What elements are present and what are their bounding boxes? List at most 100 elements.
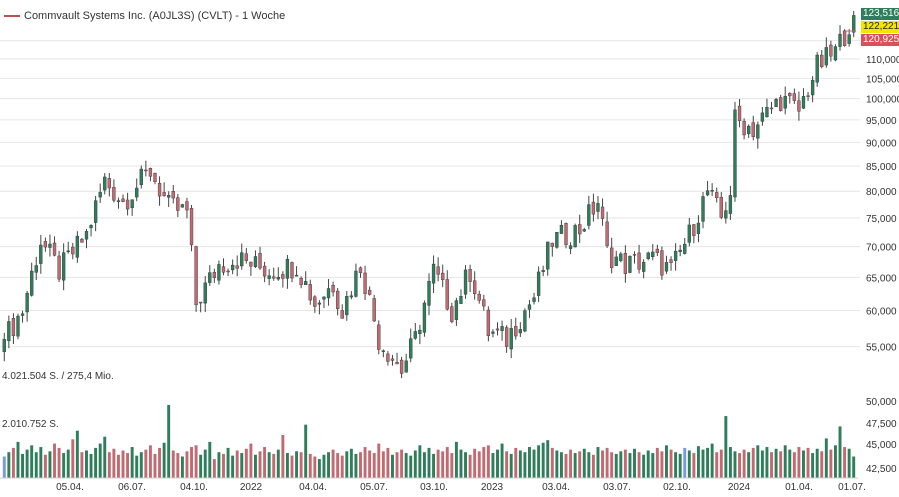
candle bbox=[847, 29, 851, 47]
volume-bar bbox=[573, 453, 577, 478]
candle-body bbox=[121, 198, 125, 203]
volume-bar bbox=[331, 449, 335, 478]
candle-body bbox=[778, 97, 783, 111]
candle bbox=[395, 352, 399, 365]
volume-bar bbox=[349, 448, 353, 478]
candle-body bbox=[518, 329, 522, 334]
candle bbox=[733, 101, 737, 202]
candle-body bbox=[276, 277, 280, 280]
candle bbox=[176, 194, 180, 218]
time-tick-label: 03.10. bbox=[420, 482, 448, 493]
chart-legend[interactable]: Commvault Systems Inc. (A0JL3S) (CVLT) -… bbox=[4, 10, 285, 22]
volume-bar bbox=[194, 445, 198, 478]
candle bbox=[272, 267, 276, 281]
volume-bar bbox=[244, 448, 248, 478]
volume-bar bbox=[468, 454, 472, 478]
candle-body bbox=[600, 206, 605, 219]
candle bbox=[441, 264, 445, 288]
candle bbox=[313, 295, 317, 313]
candle bbox=[463, 265, 468, 299]
candle-body bbox=[847, 34, 851, 44]
price-tick-label: 80,000 bbox=[866, 187, 897, 198]
volume-bar bbox=[30, 445, 34, 478]
candle-body bbox=[148, 167, 153, 177]
volume-bar bbox=[258, 451, 262, 478]
volume-bar bbox=[779, 451, 783, 478]
candle-body bbox=[308, 284, 312, 301]
candle-body bbox=[715, 192, 719, 199]
candle-body bbox=[404, 360, 408, 373]
price-tick-label: 65,000 bbox=[866, 273, 897, 284]
candle-body bbox=[605, 221, 609, 246]
volume-bar bbox=[276, 449, 280, 478]
candle bbox=[258, 246, 262, 270]
volume-bar bbox=[409, 455, 413, 478]
volume-bar bbox=[62, 453, 66, 478]
candle bbox=[386, 351, 390, 366]
candle-body bbox=[34, 265, 38, 273]
volume-bar bbox=[317, 459, 321, 478]
candle bbox=[103, 173, 107, 195]
candle-body bbox=[427, 280, 431, 306]
volume-bar bbox=[683, 447, 687, 478]
candle bbox=[413, 322, 417, 340]
candle-body bbox=[801, 96, 806, 109]
candle bbox=[641, 259, 646, 279]
candle bbox=[180, 203, 185, 208]
candle-body bbox=[358, 267, 363, 273]
candle-body bbox=[194, 246, 198, 306]
candle-body bbox=[189, 208, 194, 246]
candle-body bbox=[107, 178, 111, 189]
candle-body bbox=[249, 261, 253, 267]
candle-body bbox=[619, 253, 623, 261]
candle bbox=[43, 237, 48, 252]
candle bbox=[125, 192, 130, 216]
volume-bar bbox=[591, 454, 595, 478]
volume-bar bbox=[505, 451, 509, 478]
volume-bar bbox=[738, 453, 742, 478]
candle-body bbox=[527, 304, 532, 310]
volume-bar bbox=[2, 456, 6, 478]
volume-bar bbox=[85, 450, 88, 478]
volume-bar bbox=[564, 453, 568, 478]
candle-body bbox=[491, 331, 495, 334]
candle bbox=[486, 306, 491, 342]
volume-bar bbox=[665, 445, 668, 478]
candle-body bbox=[824, 47, 828, 66]
candle-body bbox=[98, 192, 102, 198]
candle-body bbox=[450, 306, 454, 322]
volume-bar bbox=[272, 453, 276, 478]
candle bbox=[842, 29, 847, 47]
candle bbox=[532, 292, 536, 305]
time-tick-label: 02.10. bbox=[663, 482, 691, 493]
volume-bar bbox=[103, 436, 107, 478]
candle-body bbox=[568, 245, 573, 249]
volume-bar bbox=[322, 454, 326, 478]
candle bbox=[710, 183, 714, 196]
candle bbox=[792, 88, 797, 104]
volume-bar bbox=[176, 453, 180, 478]
candle-body bbox=[842, 30, 847, 46]
volume-bar bbox=[217, 452, 221, 478]
candle bbox=[267, 269, 271, 286]
candle bbox=[468, 264, 472, 293]
candle bbox=[669, 256, 673, 271]
price-tick-label: 75,000 bbox=[866, 214, 897, 225]
volume-axis-labels: 42,500 45,000 47,500 50,000 bbox=[866, 397, 897, 475]
candle bbox=[217, 260, 221, 285]
volume-bar bbox=[582, 448, 586, 478]
volume-tick-label: 45,000 bbox=[866, 440, 897, 451]
volume-bar bbox=[135, 455, 139, 478]
volume-bar bbox=[203, 449, 207, 478]
volume-bar bbox=[391, 454, 394, 478]
candle bbox=[185, 197, 189, 219]
candle-body bbox=[372, 298, 376, 322]
candle-body bbox=[7, 321, 11, 342]
price-tick-label: 60,000 bbox=[866, 307, 897, 318]
volume-bar bbox=[57, 447, 61, 478]
volume-bar bbox=[386, 447, 390, 478]
candle bbox=[637, 244, 641, 274]
candle-body bbox=[719, 196, 723, 218]
volume-bar bbox=[719, 449, 723, 478]
